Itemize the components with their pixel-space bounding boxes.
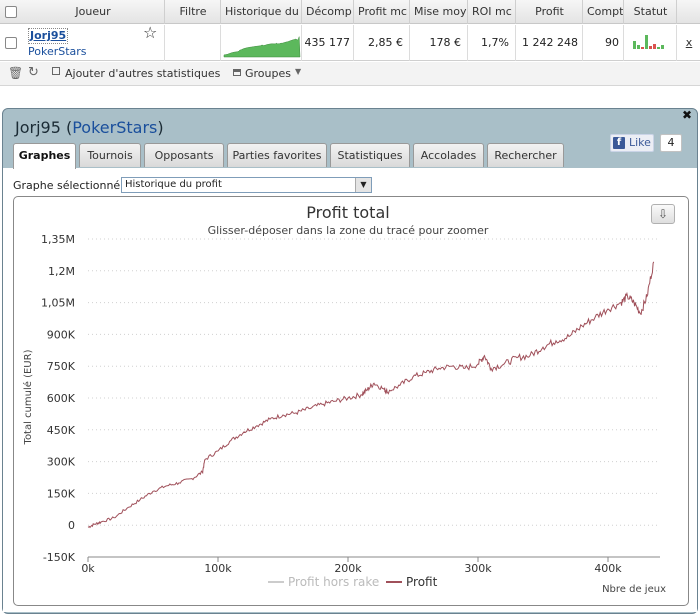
add-stats-link[interactable]: Ajouter d'autres statistiques <box>65 67 221 80</box>
graph-selector-label: Graphe sélectionné : <box>13 179 128 192</box>
tab-graphes[interactable]: Graphes <box>13 143 76 169</box>
refresh-icon[interactable]: ↻ <box>28 65 39 80</box>
tab-parties-favorites[interactable]: Parties favorites <box>227 143 327 167</box>
col-compt[interactable]: Compt <box>584 0 624 24</box>
tab-accolades[interactable]: Accolades <box>413 143 484 167</box>
player-link[interactable]: Jorj95 <box>28 28 69 44</box>
col-profit[interactable]: Profit <box>517 0 583 24</box>
col-statut[interactable]: Statut <box>625 0 677 24</box>
tab-opposants[interactable]: Opposants <box>144 143 224 167</box>
fb-like-count: 4 <box>660 134 682 152</box>
export-icon[interactable]: ⇩ <box>651 204 675 224</box>
col-profit-mc[interactable]: Profit mc <box>355 0 410 24</box>
history-sparkline <box>223 36 301 58</box>
tab-statistiques[interactable]: Statistiques <box>330 143 410 167</box>
fb-like-label: Like <box>629 136 651 149</box>
graph-selector-value: Historique du profit <box>125 179 222 190</box>
chart-container <box>13 196 689 606</box>
favorite-star-icon[interactable]: ☆ <box>143 25 158 42</box>
col-roi-mc[interactable]: ROI mc <box>469 0 516 24</box>
panel-site-link[interactable]: PokerStars <box>72 118 158 137</box>
col-mise-moy[interactable]: Mise moy <box>411 0 468 24</box>
col-filtre[interactable]: Filtre <box>166 0 221 24</box>
tab-rechercher[interactable]: Rechercher <box>487 143 564 167</box>
table-row[interactable]: Jorj95 PokerStars ☆ 435 177 2,85 € 178 €… <box>0 25 700 61</box>
groups-chevron-down-icon[interactable]: ▼ <box>295 67 302 76</box>
site-link[interactable]: PokerStars <box>28 45 87 58</box>
tab-tournois[interactable]: Tournois <box>79 143 141 167</box>
facebook-icon: f <box>613 137 625 149</box>
close-icon[interactable]: ✖ <box>682 108 693 122</box>
table-header: Joueur Filtre Historique du Décomp Profi… <box>0 0 700 24</box>
filter-cell[interactable] <box>166 25 221 61</box>
col-joueur[interactable]: Joueur <box>22 0 165 24</box>
status-bars <box>625 25 677 61</box>
add-stats-icon <box>52 67 60 75</box>
profit-value: 1 242 248 <box>517 25 583 61</box>
graph-selector[interactable]: Historique du profit ▼ <box>121 177 372 193</box>
groups-icon <box>233 69 241 76</box>
panel-title: Jorj95 (PokerStars) <box>15 118 164 137</box>
history-sparkline-cell[interactable] <box>222 25 302 61</box>
select-all-checkbox[interactable] <box>5 6 17 18</box>
remove-row-link[interactable]: x <box>685 36 693 49</box>
compt-value: 90 <box>584 25 624 61</box>
profit-mc-value: 2,85 € <box>355 25 410 61</box>
groups-dropdown[interactable]: Groupes <box>245 67 291 80</box>
chevron-down-icon[interactable]: ▼ <box>355 178 371 192</box>
panel-player-name: Jorj95 <box>15 118 61 137</box>
table-toolbar: 🗑 ↻ Ajouter d'autres statistiques Groupe… <box>0 62 700 86</box>
trash-icon[interactable]: 🗑 <box>8 66 24 80</box>
decompte-value: 435 177 <box>303 25 354 61</box>
col-decompte[interactable]: Décomp <box>303 0 354 24</box>
fb-like-button[interactable]: f Like <box>610 134 654 152</box>
roi-mc-value: 1,7% <box>469 25 516 61</box>
mise-moy-value: 178 € <box>411 25 468 61</box>
player-cell: Jorj95 PokerStars ☆ <box>22 25 165 61</box>
row-checkbox[interactable] <box>5 37 17 49</box>
col-historique[interactable]: Historique du <box>222 0 302 24</box>
